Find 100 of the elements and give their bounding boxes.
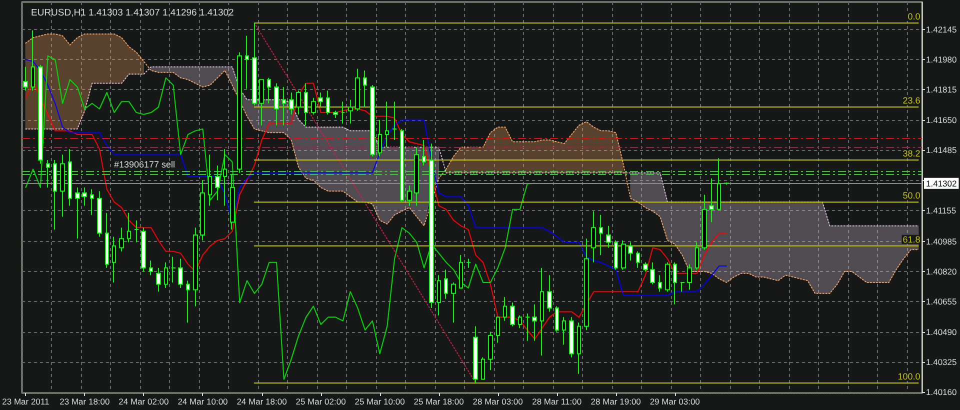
candlestick (481, 356, 485, 380)
y-tick-label: 1.40985 (926, 236, 957, 246)
y-tick-label: 1.40160 (926, 387, 957, 398)
candlestick (267, 77, 271, 104)
y-tick-label: 1.41980 (926, 54, 957, 65)
candlestick (193, 227, 198, 307)
candlestick (341, 101, 345, 124)
candlestick (333, 110, 338, 119)
y-tick-label: 1.40490 (926, 326, 957, 337)
candlestick (363, 70, 367, 108)
x-tick-label: 28 Mar 03:00 (472, 396, 524, 406)
candlestick (75, 186, 80, 240)
text: EURUSD,H1 1.41303 1.41307 1.41296 1.41302 (31, 8, 234, 18)
y-tick-label: 1.40655 (926, 296, 957, 307)
candlestick (606, 225, 611, 248)
candlestick (488, 331, 493, 371)
candlestick (621, 240, 626, 270)
candlestick (547, 274, 552, 312)
candlestick (643, 262, 648, 272)
series-label: 100.0 (898, 371, 920, 382)
candlestick (614, 240, 618, 270)
series-label: 23.6 (902, 96, 920, 106)
candlestick (473, 326, 478, 384)
candlestick (208, 154, 212, 206)
y-tick-label: 1.41815 (926, 84, 957, 95)
x-tick-label: 24 Mar 10:00 (178, 396, 228, 406)
candlestick (378, 119, 382, 157)
x-tick-label: 28 Mar 19:00 (590, 396, 642, 406)
candlestick (591, 210, 596, 263)
candlestick (127, 212, 131, 243)
candlestick (422, 139, 426, 166)
candlestick (466, 258, 471, 268)
candlestick (628, 242, 633, 262)
candlestick (444, 269, 448, 300)
candlestick (252, 22, 257, 106)
candlestick (156, 267, 161, 292)
candlestick (510, 302, 515, 327)
x-tick-label: 25 Mar 02:00 (296, 396, 346, 406)
candlestick (46, 160, 50, 188)
y-tick-label: 1.41650 (926, 114, 957, 125)
candlestick (414, 146, 419, 206)
candlestick (503, 296, 507, 322)
candlestick (459, 254, 463, 288)
candlestick (178, 258, 183, 288)
x-tick-label: 24 Mar 18:00 (236, 396, 288, 406)
candlestick (437, 274, 441, 316)
candlestick (702, 194, 707, 250)
candlestick (68, 148, 72, 206)
candlestick (274, 82, 279, 126)
candlestick (318, 92, 323, 108)
candlestick (38, 64, 43, 164)
candlestick (311, 97, 316, 115)
x-tick-label: 24 Mar 02:00 (118, 396, 170, 406)
ref-line-label: #13906177 sell (114, 160, 176, 170)
x-tick-label: 25 Mar 10:00 (354, 396, 406, 406)
candlestick (60, 154, 65, 218)
candlestick (200, 180, 205, 241)
candlestick (673, 262, 677, 305)
y-tick-label: 1.41155 (926, 205, 956, 216)
y-tick-label: 1.41485 (926, 144, 957, 155)
series-label: 61.8 (902, 234, 920, 244)
candlestick (636, 250, 640, 268)
candlestick (496, 316, 500, 344)
candlestick (429, 143, 434, 309)
candlestick (577, 322, 581, 374)
candlestick (119, 227, 124, 252)
candlestick (259, 79, 264, 126)
candlestick (348, 99, 353, 124)
candlestick (355, 68, 360, 112)
candlestick (97, 190, 102, 238)
candlestick (134, 220, 139, 243)
candlestick (90, 188, 94, 216)
x-tick-label: 29 Mar 03:00 (650, 396, 700, 406)
candlestick (717, 158, 721, 210)
annotation: 1.41302 (926, 178, 957, 188)
candlestick (370, 84, 375, 157)
candlestick (724, 182, 729, 186)
candlestick (149, 260, 153, 276)
candlestick (569, 316, 574, 358)
candlestick (584, 238, 589, 330)
candlestick (164, 262, 168, 288)
candlestick (296, 90, 301, 115)
x-tick-label: 28 Mar 11:00 (532, 396, 582, 406)
x-tick-label: 23 Mar 18:00 (60, 396, 110, 406)
candlestick (171, 256, 176, 283)
candlestick (532, 304, 537, 342)
candlestick (223, 148, 227, 206)
candlestick (695, 242, 699, 270)
candlestick (555, 306, 559, 332)
candlestick (112, 236, 116, 283)
candlestick (82, 186, 87, 206)
candlestick (518, 314, 522, 329)
series-label: 0.0 (908, 12, 920, 22)
candlestick (407, 185, 412, 206)
candlestick (687, 264, 692, 290)
candlestick (230, 174, 235, 230)
candlestick (289, 92, 294, 115)
candlestick (451, 282, 456, 324)
candlestick (245, 35, 249, 90)
candlestick (680, 282, 685, 292)
